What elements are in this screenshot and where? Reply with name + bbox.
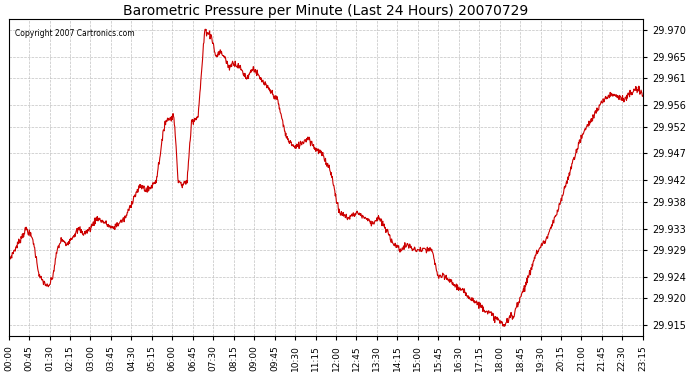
Text: Copyright 2007 Cartronics.com: Copyright 2007 Cartronics.com <box>15 29 135 38</box>
Title: Barometric Pressure per Minute (Last 24 Hours) 20070729: Barometric Pressure per Minute (Last 24 … <box>123 4 529 18</box>
